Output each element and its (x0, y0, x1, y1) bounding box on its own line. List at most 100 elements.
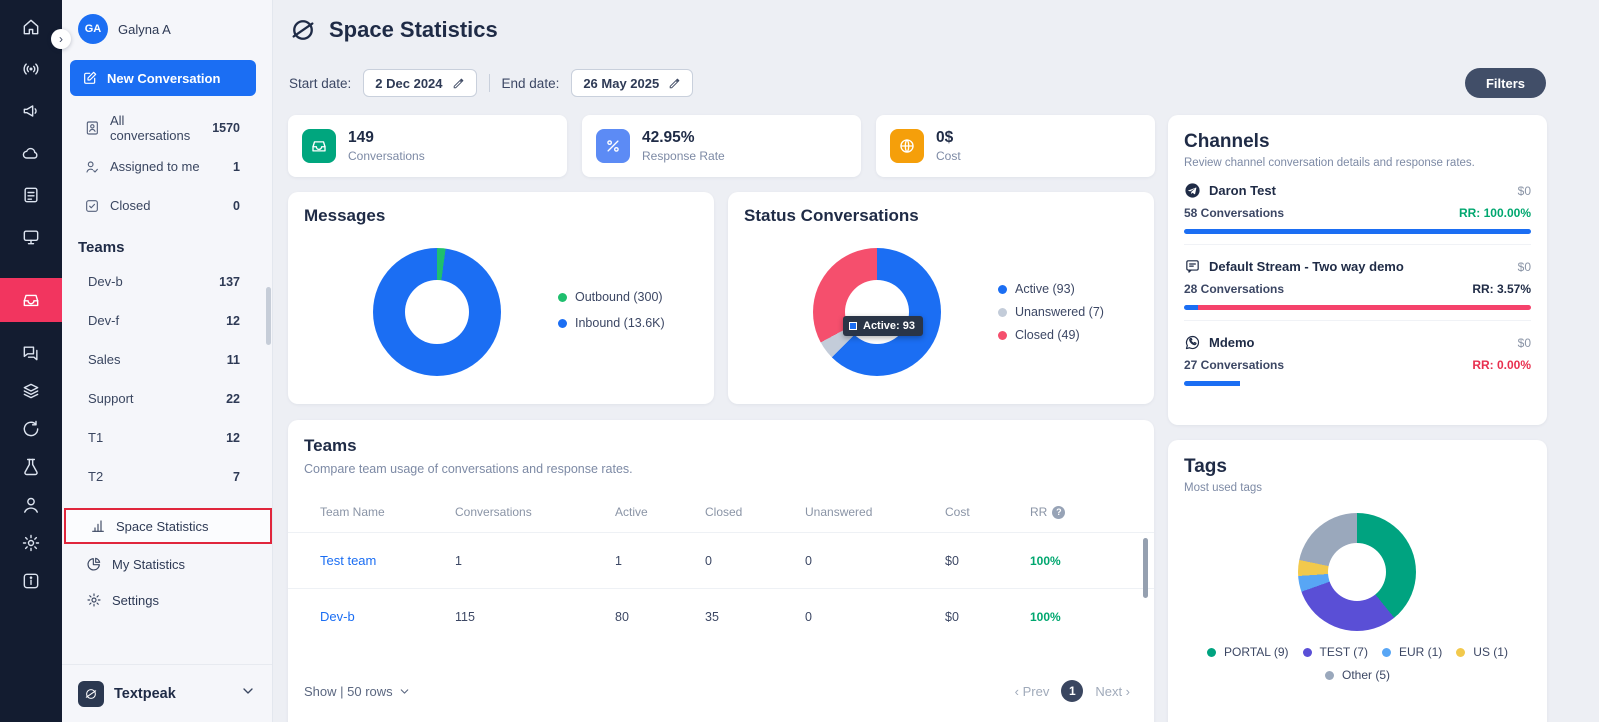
end-date-picker[interactable]: 26 May 2025 (571, 69, 694, 97)
tags-donut-chart[interactable] (1298, 513, 1416, 631)
item-label: Assigned to me (110, 159, 200, 174)
sidebar-collapse-button[interactable]: › (51, 29, 71, 49)
channel-response-rate: RR: 3.57% (1472, 282, 1531, 296)
sidebar-item-settings[interactable]: Settings (62, 582, 272, 618)
avatar: GA (78, 14, 108, 44)
info-icon[interactable] (0, 562, 62, 600)
tooltip-swatch (849, 322, 857, 330)
flask-icon[interactable] (0, 448, 62, 486)
edit-icon (453, 78, 463, 88)
user-profile[interactable]: GA Galyna A (62, 0, 272, 54)
filters-button[interactable]: Filters (1464, 68, 1546, 98)
col-closed: Closed (705, 505, 743, 519)
col-active: Active (615, 505, 648, 519)
channel-progress-bar (1184, 381, 1531, 386)
main-content: Space Statistics Start date: 2 Dec 2024 … (273, 0, 1599, 722)
refresh-icon[interactable] (0, 410, 62, 448)
cloud-icon[interactable] (0, 134, 62, 172)
next-page-button[interactable]: Next › (1095, 683, 1130, 699)
home-icon[interactable] (0, 8, 62, 46)
channel-name: Mdemo (1209, 335, 1255, 350)
table-row[interactable]: Dev-b 115 80 35 0 $0 100% (288, 588, 1154, 644)
messages-legend: Outbound (300) Inbound (13.6K) (558, 290, 665, 330)
selection-highlight: Space Statistics (64, 508, 272, 544)
start-date-picker[interactable]: 2 Dec 2024 (363, 69, 477, 97)
item-count: 1 (233, 159, 240, 174)
chevron-down-icon (240, 683, 256, 704)
stat-value: 42.95% (642, 129, 695, 146)
legend-item: Active (93) (998, 282, 1104, 296)
page-title: Space Statistics (329, 17, 498, 42)
chats-icon[interactable] (0, 334, 62, 372)
channel-cost: $0 (1517, 259, 1531, 274)
stats-row: 149 Conversations 42.95% Response Rate 0… (288, 115, 1155, 177)
legend-dot (1381, 647, 1391, 657)
channel-cost: $0 (1517, 335, 1531, 350)
table-scrollbar[interactable] (1143, 538, 1148, 598)
sidebar-team-t1[interactable]: T1 12 (62, 418, 272, 457)
stat-value: 0$ (936, 129, 954, 146)
legend-item: PORTAL (9) (1207, 645, 1289, 659)
cell-conversations: 1 (455, 553, 462, 568)
prev-page-button[interactable]: ‹ Prev (1014, 683, 1050, 699)
gear-icon[interactable] (0, 524, 62, 562)
broadcast-icon[interactable] (0, 50, 62, 88)
sidebar-item-all-conversations[interactable]: All conversations 1570 (62, 108, 272, 147)
table-footer: Show | 50 rows ‹ Prev 1 Next › (304, 680, 1130, 702)
legend-label: Inbound (13.6K) (575, 316, 665, 330)
rows-per-page-selector[interactable]: Show | 50 rows (304, 684, 411, 699)
icon-rail (0, 0, 62, 722)
team-label: Sales (88, 352, 121, 367)
end-date-value: 26 May 2025 (583, 75, 660, 91)
sidebar-team-dev-f[interactable]: Dev-f 12 (62, 301, 272, 340)
legend-item: Other (5) (1324, 668, 1390, 682)
channel-conversations: 58 Conversations (1184, 206, 1285, 220)
sidebar-team-support[interactable]: Support 22 (62, 379, 272, 418)
workspace-switcher[interactable]: Textpeak (62, 664, 272, 722)
pagination: ‹ Prev 1 Next › (1015, 680, 1130, 702)
monitor-icon[interactable] (0, 218, 62, 256)
team-name-link[interactable]: Dev-b (320, 609, 355, 624)
sidebar-item-assigned-to-me[interactable]: Assigned to me 1 (62, 147, 272, 186)
sidebar-item-closed[interactable]: Closed 0 (62, 186, 272, 225)
team-name-link[interactable]: Test team (320, 553, 377, 568)
team-label: Support (88, 391, 134, 406)
news-icon[interactable] (0, 176, 62, 214)
inbox-icon[interactable] (0, 278, 62, 322)
sidebar-team-sales[interactable]: Sales 11 (62, 340, 272, 379)
sidebar-team-t2[interactable]: T2 7 (62, 457, 272, 496)
channel-item[interactable]: Mdemo $0 27 Conversations RR: 0.00% (1184, 320, 1531, 396)
channel-item[interactable]: Daron Test $0 58 Conversations RR: 100.0… (1184, 169, 1531, 244)
legend-label: Unanswered (7) (1015, 305, 1104, 319)
current-page-button[interactable]: 1 (1061, 680, 1084, 702)
channel-name: Daron Test (1209, 183, 1276, 198)
cell-rr: 100% (1030, 609, 1061, 624)
megaphone-icon[interactable] (0, 92, 62, 130)
gear-icon (87, 593, 101, 607)
legend-item: TEST (7) (1302, 645, 1368, 659)
new-conversation-button[interactable]: New Conversation (70, 60, 256, 96)
rr-info-icon[interactable]: ? (1052, 505, 1066, 519)
layers-icon[interactable] (0, 372, 62, 410)
legend-item: Closed (49) (998, 328, 1104, 342)
messages-donut-chart[interactable] (373, 248, 501, 376)
teams-subtitle: Compare team usage of conversations and … (304, 462, 633, 476)
channel-item[interactable]: Default Stream - Two way demo $0 28 Conv… (1184, 244, 1531, 320)
sidebar-scrollbar[interactable] (266, 287, 271, 345)
cell-active: 1 (615, 553, 622, 568)
tags-title: Tags (1184, 456, 1227, 477)
item-label: Space Statistics (116, 518, 209, 534)
sidebar-item-my-statistics[interactable]: My Statistics (62, 546, 272, 582)
legend-dot (1302, 647, 1312, 657)
table-row[interactable]: Test team 1 1 0 0 $0 100% (288, 532, 1154, 588)
compose-icon (84, 71, 97, 84)
user-icon[interactable] (0, 486, 62, 524)
sidebar-item-space-statistics[interactable]: Space Statistics (66, 510, 270, 542)
sidebar-team-dev-b[interactable]: Dev-b 137 (62, 262, 272, 301)
legend-dot (998, 307, 1007, 317)
sidebar: › GA Galyna A New Conversation All conve… (51, 0, 273, 722)
legend-dot (1324, 670, 1334, 680)
status-donut-chart[interactable] (813, 248, 941, 376)
legend-dot (998, 330, 1007, 340)
